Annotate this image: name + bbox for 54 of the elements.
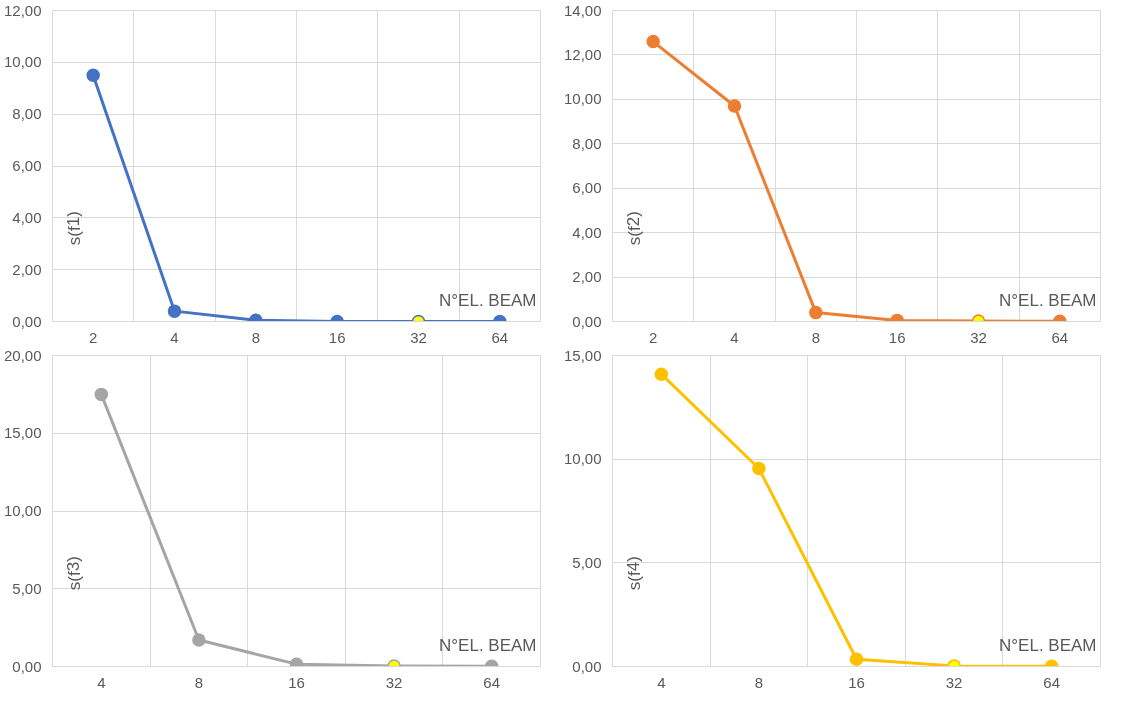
x-axis-title: N°EL. BEAM — [999, 635, 1097, 655]
y-tick-label: 10,00 — [563, 90, 602, 108]
y-tick-label: 12,00 — [563, 45, 602, 63]
y-tick-label: 20,00 — [3, 346, 42, 364]
x-tick-label: 8 — [251, 328, 261, 346]
x-tick-label: 8 — [194, 673, 204, 691]
y-tick-label: 6,00 — [12, 157, 42, 174]
x-tick-label: 4 — [730, 328, 739, 346]
y-tick-label: 4,00 — [572, 223, 602, 241]
x-tick-label: 16 — [888, 328, 906, 346]
x-tick-label: 2 — [89, 328, 98, 346]
x-tick-label: 16 — [848, 673, 865, 691]
x-tick-label: 32 — [945, 673, 963, 691]
x-tick-label: 4 — [657, 673, 666, 691]
y-axis-title: s(f2) — [624, 211, 644, 246]
y-tick-label: 6,00 — [572, 179, 602, 197]
x-tick-label: 4 — [170, 328, 179, 346]
y-tick-label: 14,00 — [563, 1, 602, 19]
y-axis-title: s(f3) — [64, 556, 84, 591]
x-tick-label: 64 — [1043, 673, 1061, 691]
x-tick-label: 16 — [328, 328, 346, 346]
y-tick-label: 10,00 — [3, 502, 42, 519]
x-tick-label: 16 — [288, 673, 305, 691]
x-tick-label: 32 — [385, 673, 403, 691]
x-tick-label: 32 — [410, 328, 427, 346]
y-tick-label: 8,00 — [12, 105, 42, 123]
y-tick-label: 0,00 — [572, 657, 602, 675]
y-tick-label: 4,00 — [12, 208, 42, 226]
y-axis-title: s(f1) — [64, 211, 84, 246]
y-tick-label: 0,00 — [572, 312, 602, 330]
y-tick-label: 8,00 — [572, 134, 602, 152]
y-tick-label: 0,00 — [12, 312, 42, 330]
y-tick-label: 15,00 — [3, 424, 42, 442]
x-tick-label: 64 — [483, 673, 501, 691]
y-tick-label: 2,00 — [572, 268, 602, 286]
y-tick-label: 10,00 — [563, 450, 602, 468]
x-tick-label: 32 — [970, 328, 987, 346]
y-tick-label: 0,00 — [12, 657, 42, 675]
x-tick-label: 4 — [97, 673, 106, 691]
x-axis-title: N°EL. BEAM — [999, 290, 1097, 310]
x-tick-label: 64 — [491, 328, 509, 346]
x-axis-title: N°EL. BEAM — [439, 635, 537, 655]
y-tick-label: 15,00 — [563, 346, 602, 364]
y-tick-label: 12,00 — [3, 1, 42, 19]
y-tick-label: 2,00 — [12, 260, 42, 278]
y-tick-label: 10,00 — [3, 53, 42, 71]
x-tick-label: 8 — [754, 673, 764, 691]
x-tick-label: 8 — [811, 328, 821, 346]
y-tick-label: 5,00 — [12, 579, 42, 597]
y-axis-title: s(f4) — [624, 556, 644, 591]
y-tick-label: 5,00 — [572, 553, 602, 571]
x-tick-label: 2 — [649, 328, 658, 346]
x-axis-title: N°EL. BEAM — [439, 290, 537, 310]
x-tick-label: 64 — [1051, 328, 1069, 346]
